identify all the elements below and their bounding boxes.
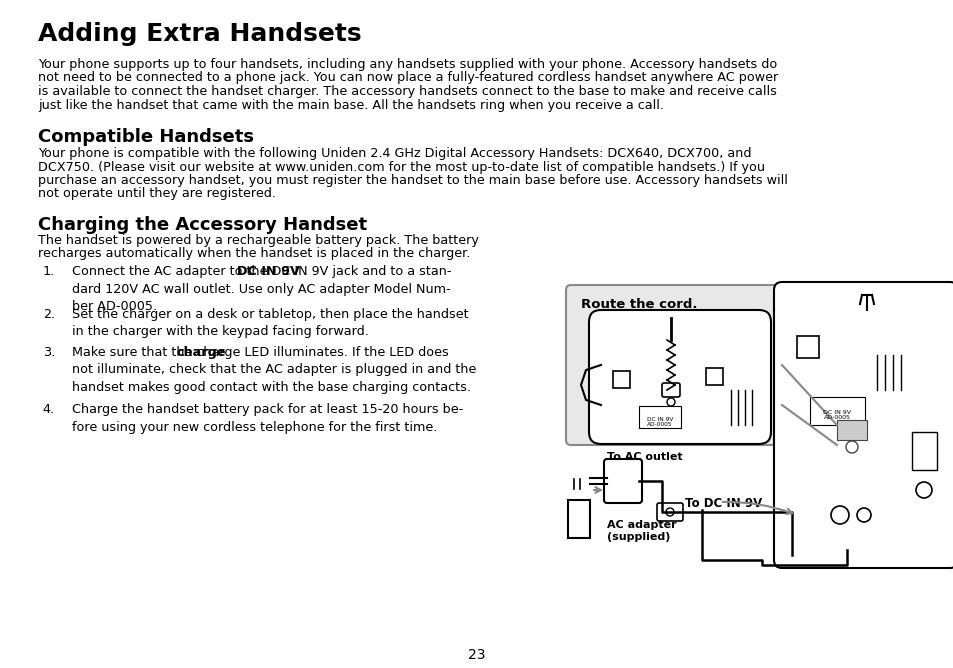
Circle shape [830,506,848,524]
Text: purchase an accessory handset, you must register the handset to the main base be: purchase an accessory handset, you must … [38,174,787,187]
Text: Connect the AC adapter to the DC IN 9V jack and to a stan-
dard 120V AC wall out: Connect the AC adapter to the DC IN 9V j… [71,265,451,313]
Text: The handset is powered by a rechargeable battery pack. The battery: The handset is powered by a rechargeable… [38,234,478,247]
Text: recharges automatically when the handset is placed in the charger.: recharges automatically when the handset… [38,248,470,261]
FancyBboxPatch shape [773,282,953,568]
Text: 3.: 3. [43,346,55,359]
Text: Set the charger on a desk or tabletop, then place the handset
in the charger wit: Set the charger on a desk or tabletop, t… [71,308,468,339]
Text: Charging the Accessory Handset: Charging the Accessory Handset [38,216,367,234]
Circle shape [665,508,673,516]
Bar [911,432,936,470]
FancyBboxPatch shape [657,503,682,521]
FancyBboxPatch shape [603,459,641,503]
Text: Charge the handset battery pack for at least 15-20 hours be-
fore using your new: Charge the handset battery pack for at l… [71,403,463,434]
Text: AC adapter
(supplied): AC adapter (supplied) [606,520,676,542]
Text: Make sure that the charge LED illuminates. If the LED does
not illuminate, check: Make sure that the charge LED illuminate… [71,346,476,394]
Text: 23: 23 [468,648,485,662]
Bar [613,371,629,388]
Text: 4.: 4. [43,403,55,416]
Text: 2.: 2. [43,308,55,321]
Text: Your phone is compatible with the following Uniden 2.4 GHz Digital Accessory Han: Your phone is compatible with the follow… [38,147,751,160]
Text: Route the cord.: Route the cord. [580,298,697,311]
FancyBboxPatch shape [661,383,679,397]
Text: To DC IN 9V: To DC IN 9V [684,497,761,510]
Circle shape [845,441,857,453]
Bar [639,406,680,428]
Text: not operate until they are registered.: not operate until they are registered. [38,188,275,200]
Text: not need to be connected to a phone jack. You can now place a fully-featured cor: not need to be connected to a phone jack… [38,71,778,84]
Text: DC IN 9V: DC IN 9V [236,265,299,278]
Text: just like the handset that came with the main base. All the handsets ring when y: just like the handset that came with the… [38,98,663,112]
FancyBboxPatch shape [588,310,770,444]
Text: charge: charge [176,346,226,359]
Text: Your phone supports up to four handsets, including any handsets supplied with yo: Your phone supports up to four handsets,… [38,58,777,71]
Circle shape [856,508,870,522]
Bar [809,397,864,425]
Text: 1.: 1. [43,265,55,278]
Text: is available to connect the handset charger. The accessory handsets connect to t: is available to connect the handset char… [38,85,776,98]
Text: DC IN 9V
AD-0005: DC IN 9V AD-0005 [646,417,673,428]
Circle shape [666,398,675,406]
Bar [705,368,722,385]
Text: DC IN 9V
AD-0005: DC IN 9V AD-0005 [822,410,850,420]
Text: Adding Extra Handsets: Adding Extra Handsets [38,22,361,46]
Bar [567,500,589,538]
FancyBboxPatch shape [565,285,788,445]
Circle shape [915,482,931,498]
Text: Compatible Handsets: Compatible Handsets [38,128,253,146]
Bar [836,420,866,440]
Text: To AC outlet: To AC outlet [606,452,682,462]
Bar [796,336,818,358]
Text: DCX750. (Please visit our website at www.uniden.com for the most up-to-date list: DCX750. (Please visit our website at www… [38,160,764,174]
